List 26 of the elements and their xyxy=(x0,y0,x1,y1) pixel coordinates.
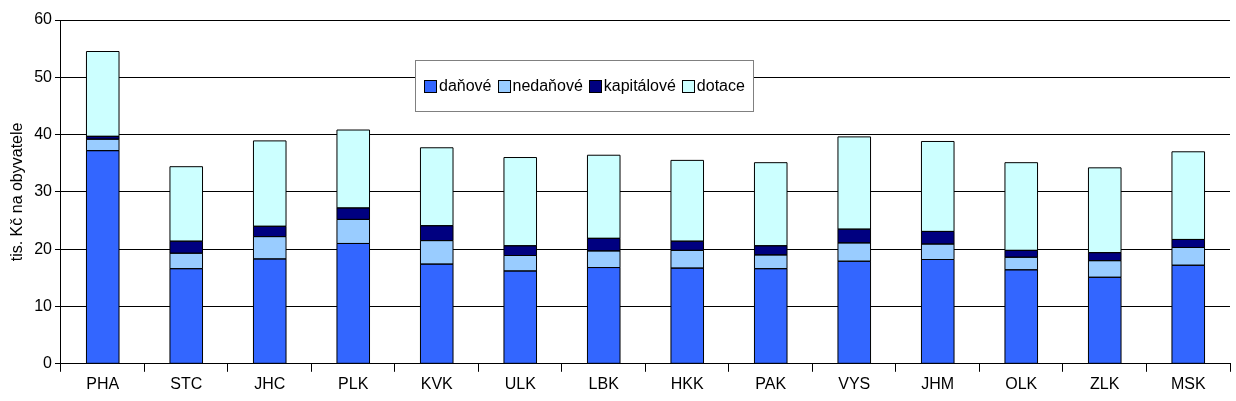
x-tick-label: LBK xyxy=(588,374,620,392)
y-tick-label: 30 xyxy=(34,182,53,200)
legend-label: dotace xyxy=(696,77,745,95)
legend-label: nedaňové xyxy=(512,77,583,95)
x-tick-label: JHC xyxy=(254,374,286,392)
y-tick-label: 50 xyxy=(34,67,53,85)
x-tick-label: ZLK xyxy=(1090,374,1120,392)
x-tick-label: PHA xyxy=(86,374,120,392)
y-tick-label: 10 xyxy=(34,296,53,314)
x-tick-label: KVK xyxy=(420,374,454,392)
y-tick-label: 0 xyxy=(43,354,53,372)
x-tick-label: OLK xyxy=(1005,374,1038,392)
x-tick-label: STC xyxy=(170,374,203,392)
x-tick-label: HKK xyxy=(670,374,705,392)
y-tick-label: 40 xyxy=(34,125,53,143)
x-tick-label: ULK xyxy=(504,374,537,392)
x-tick-label: VYS xyxy=(838,374,871,392)
y-tick-label: 20 xyxy=(34,239,53,257)
x-tick-label: PLK xyxy=(338,374,369,392)
x-tick-label: PAK xyxy=(755,374,787,392)
legend-label: daňové xyxy=(439,77,492,95)
y-axis-title: tis. Kč na obyvatele xyxy=(8,122,26,262)
y-tick-label: 60 xyxy=(34,10,53,28)
x-tick-label: MSK xyxy=(1170,374,1206,392)
legend-label: kapitálové xyxy=(603,77,676,95)
x-tick-label: JHM xyxy=(921,374,955,392)
